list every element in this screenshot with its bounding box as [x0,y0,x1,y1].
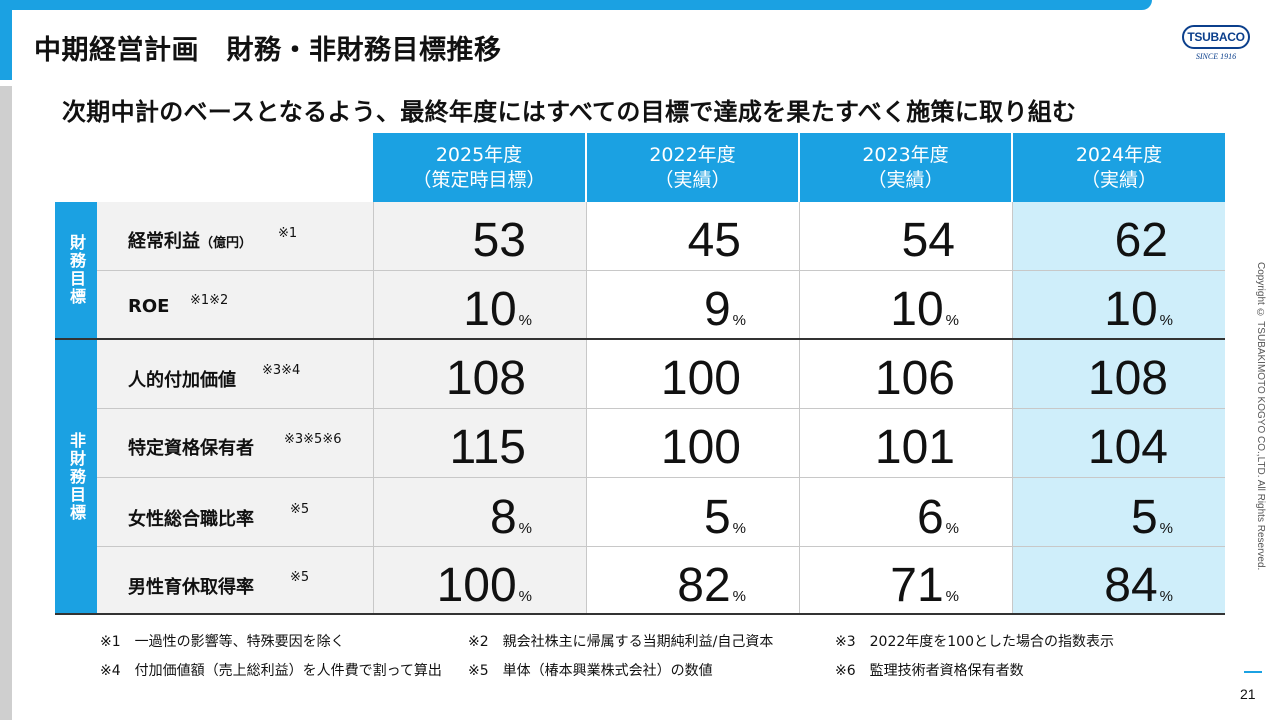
row-label-certified-holders: 特定資格保有者 [128,438,254,459]
footnote: ※5 単体（椿本興業株式会社）の数値 [468,663,713,679]
row-note: ※1 [278,226,298,241]
grid-line [97,270,1225,271]
value-cell: 104 [1087,421,1168,474]
value-cell: 84% [1104,559,1173,612]
grid-line [97,477,1225,478]
column-header-year: 2024年度 [1075,144,1163,166]
row-label-unit: （億円） [200,236,253,251]
value-cell: 5% [1130,491,1173,544]
page-title: 中期経営計画 財務・非財務目標推移 [34,35,502,66]
page-number: 21 [1240,686,1256,702]
value-cell: 10% [890,283,959,336]
group-non-financial-label: 非財務目標 [67,432,86,522]
value-cell: 106 [874,352,955,405]
company-logo: TSUBACO SINCE 1916 [1180,25,1252,65]
table-bottom-border [55,613,1225,615]
value-cell: 6% [916,491,959,544]
left-gray-bar [0,86,12,720]
grid-line [97,408,1225,409]
group-financial: 財務目標 [55,202,97,338]
value-cell: 108 [445,352,526,405]
row-label-ordinary-profit: 経常利益（億円） [128,227,252,253]
row-note: ※1※2 [190,293,229,308]
value-cell: 115 [449,421,526,474]
value-cell: 100 [660,352,741,405]
group-divider [55,338,1225,340]
row-label-text: 経常利益 [128,231,200,252]
column-header-year: 2025年度 [435,144,523,166]
logo-brand-text: TSUBACO [1187,30,1245,44]
value-cell: 53 [472,214,526,267]
row-label-female-ratio: 女性総合職比率 [128,509,254,530]
column-header-2025: 2025年度 （策定時目標） [373,133,585,202]
row-note: ※3※5※6 [284,432,342,447]
row-note: ※5 [290,570,310,585]
value-cell: 101 [874,421,955,474]
grid-line [97,546,1225,547]
value-cell: 100% [436,559,532,612]
footnote: ※4 付加価値額（売上総利益）を人件費で割って算出 [100,663,442,679]
value-cell: 82% [677,559,746,612]
value-cell: 5% [703,491,746,544]
logo-since-text: SINCE 1916 [1195,52,1237,61]
logo-pill-icon: TSUBACO [1182,25,1250,49]
column-header-2022: 2022年度 （実績） [587,133,798,202]
group-financial-label: 財務目標 [67,234,86,306]
copyright-notice: Copyright © TSUBAKIMOTO KOGYO CO.,LTD. A… [1255,262,1266,571]
row-label-human-value-added: 人的付加価値 [128,370,236,391]
value-cell: 71% [890,559,959,612]
top-accent-bar [0,0,1152,10]
page-subtitle: 次期中計のベースとなるよう、最終年度にはすべての目標で達成を果たすべく施策に取り… [62,98,1077,126]
value-cell: 8% [489,491,532,544]
row-label-male-leave-rate: 男性育休取得率 [128,577,254,598]
page-number-accent [1244,671,1262,673]
footnote: ※1 一過性の影響等、特殊要因を除く [100,634,345,650]
group-non-financial: 非財務目標 [55,340,97,614]
column-header-type: （実績） [867,169,944,191]
column-header-2023: 2023年度 （実績） [800,133,1011,202]
value-cell: 9% [703,283,746,336]
column-header-year: 2023年度 [862,144,949,166]
value-cell: 54 [901,214,955,267]
column-header-2024: 2024年度 （実績） [1013,133,1225,202]
column-header-type: （実績） [654,169,731,191]
column-header-type: （策定時目標） [412,169,546,191]
left-accent-bar [0,10,12,80]
footnote: ※6 監理技術者資格保有者数 [835,663,1024,679]
value-cell: 108 [1087,352,1168,405]
value-cell: 10% [1104,283,1173,336]
footnote: ※2 親会社株主に帰属する当期純利益/自己資本 [468,634,774,650]
row-note: ※3※4 [262,363,301,378]
footnote: ※3 2022年度を100とした場合の指数表示 [835,634,1114,650]
value-cell: 62 [1114,214,1168,267]
column-header-type: （実績） [1080,169,1157,191]
column-header-year: 2022年度 [649,144,736,166]
row-note: ※5 [290,502,310,517]
row-label-roe: ROE [128,296,170,317]
value-cell: 45 [687,214,741,267]
value-cell: 100 [660,421,741,474]
value-cell: 10% [463,283,532,336]
